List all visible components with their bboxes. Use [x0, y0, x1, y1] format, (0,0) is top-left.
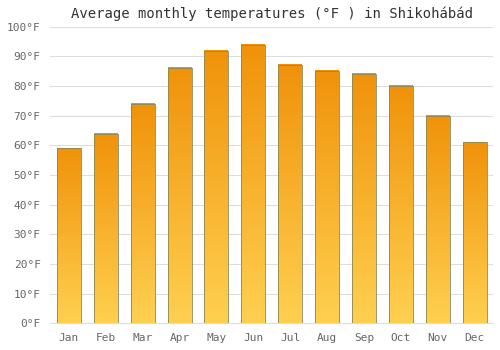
Bar: [462, 142, 486, 323]
Title: Average monthly temperatures (°F ) in Shikohábád: Average monthly temperatures (°F ) in Sh…: [70, 7, 472, 21]
Bar: [168, 68, 192, 323]
Bar: [242, 44, 266, 323]
Bar: [426, 116, 450, 323]
Bar: [389, 86, 413, 323]
Bar: [278, 65, 302, 323]
Bar: [315, 71, 339, 323]
Bar: [94, 134, 118, 323]
Bar: [57, 148, 81, 323]
Bar: [130, 104, 154, 323]
Bar: [204, 50, 229, 323]
Bar: [352, 74, 376, 323]
